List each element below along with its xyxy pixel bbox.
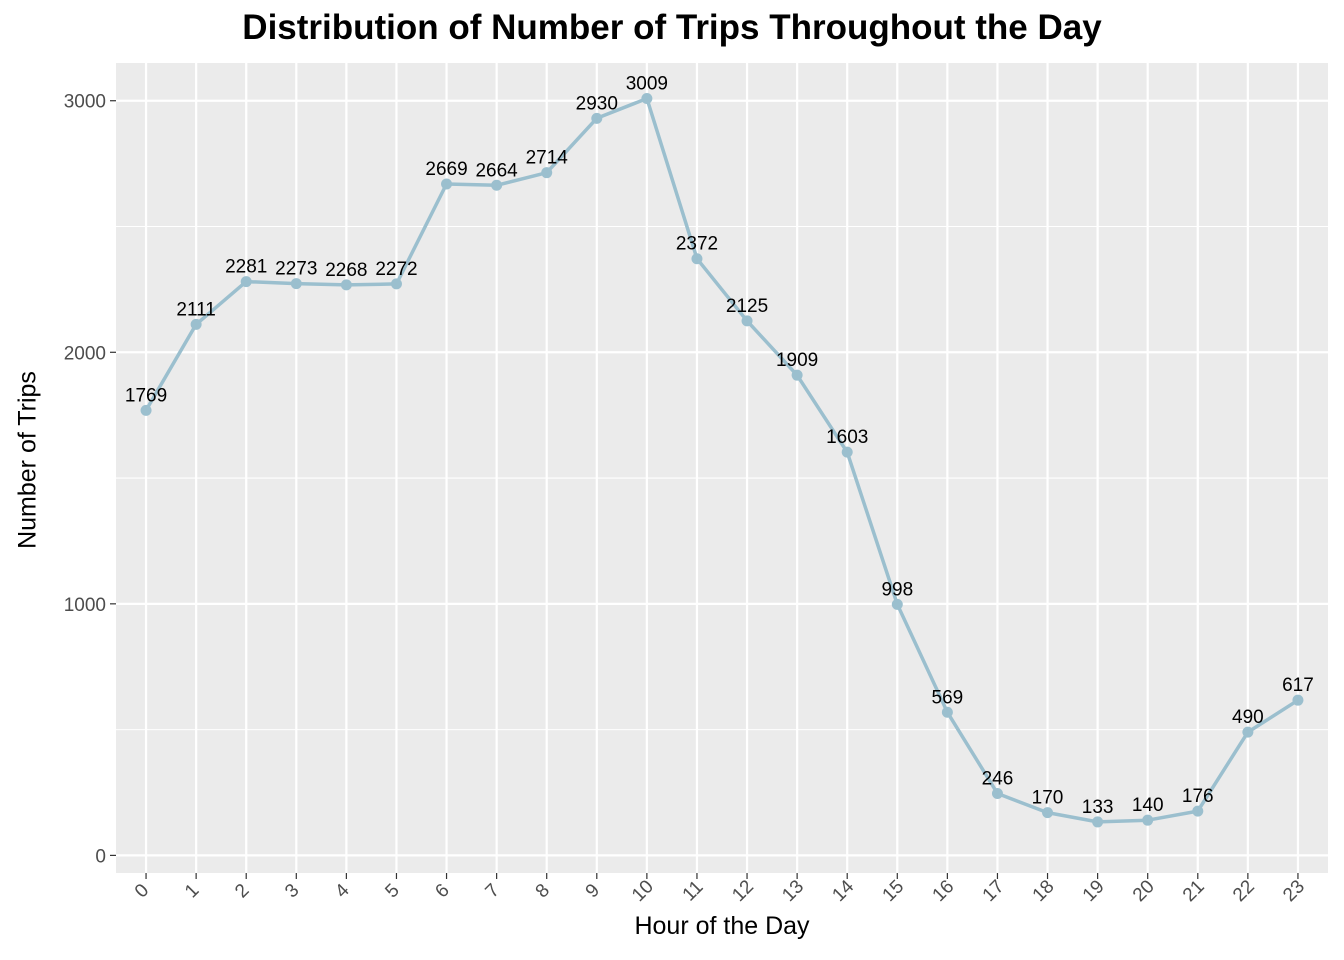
x-tick-label: 20	[1129, 876, 1159, 906]
x-tick-label: 7	[482, 880, 504, 902]
data-label: 2272	[375, 259, 417, 280]
y-tick-label: 0	[95, 846, 106, 867]
data-label: 2125	[726, 296, 768, 317]
data-point	[340, 279, 352, 291]
data-point	[691, 253, 703, 265]
data-point	[1092, 816, 1104, 828]
x-tick-label: 22	[1229, 876, 1259, 906]
x-tick-label: 16	[929, 876, 959, 906]
data-label: 2372	[676, 234, 718, 255]
data-point	[791, 369, 803, 381]
data-point	[891, 598, 903, 610]
data-point	[240, 276, 252, 288]
x-tick-label: 12	[728, 876, 758, 906]
x-tick-label: 23	[1279, 876, 1309, 906]
x-tick-label: 2	[231, 880, 253, 902]
x-tick-label: 3	[281, 880, 303, 902]
data-label: 2273	[275, 259, 317, 280]
data-label: 2664	[475, 160, 518, 181]
data-point	[1292, 694, 1304, 706]
data-label: 617	[1282, 675, 1314, 696]
data-point	[541, 167, 553, 179]
data-label: 140	[1132, 795, 1164, 816]
data-point	[641, 92, 653, 104]
x-tick-label: 14	[828, 876, 858, 906]
data-point	[140, 404, 152, 416]
data-label: 246	[982, 769, 1014, 790]
x-tick-label: 18	[1029, 876, 1059, 906]
data-point	[1192, 805, 1204, 817]
data-point	[491, 179, 503, 191]
data-label: 2930	[576, 93, 618, 114]
x-tick-label: 5	[381, 880, 403, 902]
data-point	[841, 446, 853, 458]
x-tick-label: 6	[431, 880, 453, 902]
data-point	[290, 278, 302, 290]
x-tick-label: 8	[532, 880, 554, 902]
data-label: 2714	[526, 148, 569, 169]
data-point	[1142, 814, 1154, 826]
data-label: 998	[881, 579, 913, 600]
data-point	[991, 788, 1003, 800]
x-tick-label: 21	[1179, 876, 1209, 906]
y-tick-label: 1000	[64, 595, 106, 616]
x-tick-label: 0	[131, 880, 153, 902]
y-axis-title: Number of Trips	[13, 371, 42, 549]
data-point	[941, 706, 953, 718]
data-label: 2669	[425, 159, 467, 180]
y-tick-label: 2000	[64, 343, 106, 364]
data-point	[591, 112, 603, 124]
x-tick-label: 19	[1079, 876, 1109, 906]
x-tick-label: 10	[628, 876, 658, 906]
data-label: 2268	[325, 260, 367, 281]
data-label: 1603	[826, 427, 868, 448]
y-tick-label: 3000	[64, 92, 106, 113]
x-tick-label: 1	[181, 880, 203, 902]
data-label: 2111	[176, 299, 215, 320]
data-label: 490	[1232, 707, 1264, 728]
data-label: 2281	[225, 257, 267, 278]
x-axis-title: Hour of the Day	[634, 912, 810, 940]
data-label: 1909	[776, 350, 818, 371]
x-tick-label: 9	[582, 880, 604, 902]
x-tick-label: 15	[879, 876, 909, 906]
data-point	[190, 318, 202, 330]
data-point	[390, 278, 402, 290]
x-tick-label: 4	[331, 880, 354, 903]
x-tick-label: 13	[778, 876, 808, 906]
data-label: 1769	[125, 385, 167, 406]
data-label: 569	[932, 687, 964, 708]
x-tick-label: 11	[679, 877, 708, 906]
data-point	[741, 315, 753, 327]
x-tick-label: 17	[979, 876, 1009, 906]
data-label: 133	[1082, 797, 1114, 818]
data-point	[1242, 726, 1254, 738]
data-point	[1042, 807, 1054, 819]
chart-title: Distribution of Number of Trips Througho…	[242, 8, 1102, 47]
data-label: 3009	[626, 73, 668, 94]
plot-panel	[116, 63, 1328, 873]
series-line	[144, 96, 1299, 824]
data-label: 176	[1182, 786, 1214, 807]
data-point	[441, 178, 453, 190]
data-label: 170	[1032, 788, 1064, 809]
